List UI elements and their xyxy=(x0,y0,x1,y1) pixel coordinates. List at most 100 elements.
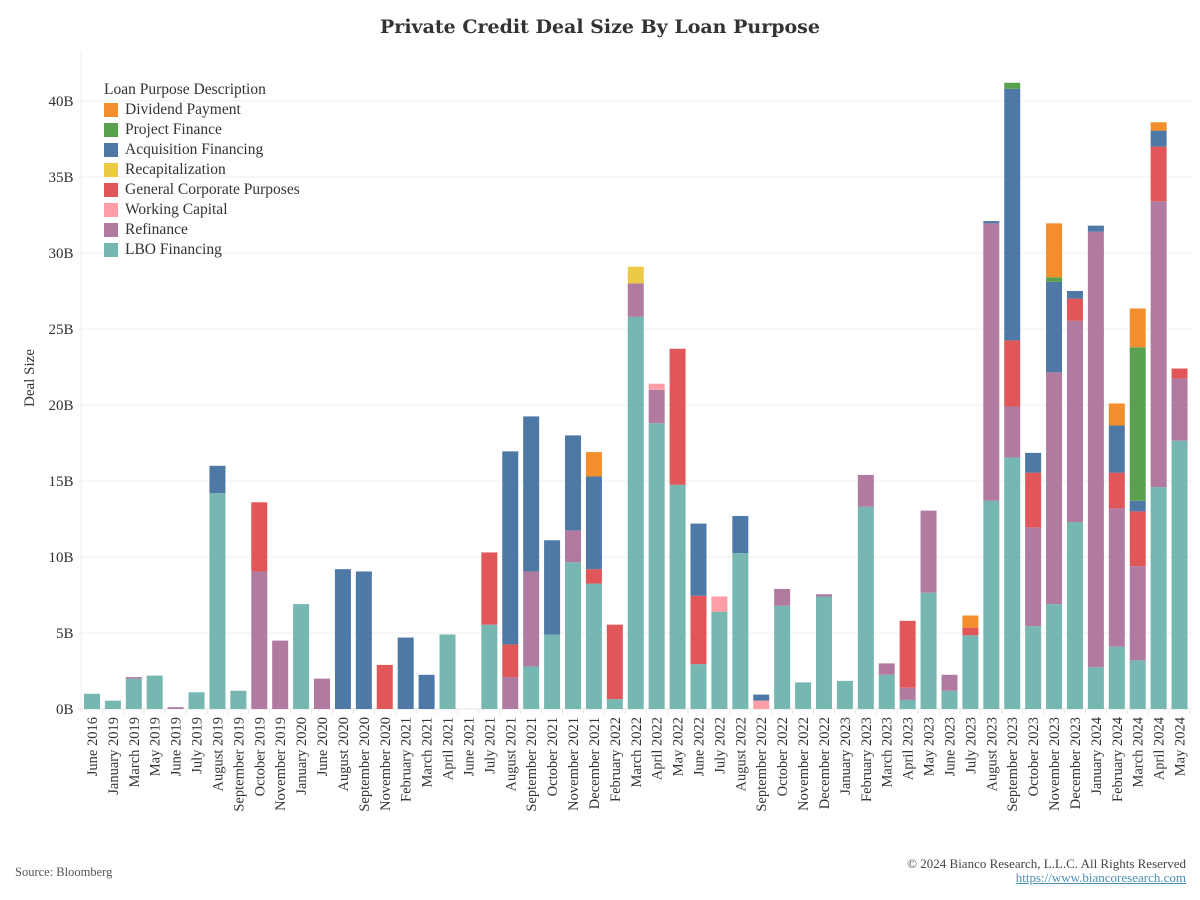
bar-segment[interactable] xyxy=(941,674,958,691)
bar-stack[interactable] xyxy=(230,690,247,709)
bar-segment[interactable] xyxy=(1046,223,1063,278)
bar-stack[interactable] xyxy=(962,615,979,709)
bar-segment[interactable] xyxy=(878,674,895,709)
bar-stack[interactable] xyxy=(146,675,163,709)
bar-segment[interactable] xyxy=(983,500,1000,709)
bar-stack[interactable] xyxy=(941,674,958,709)
bar-segment[interactable] xyxy=(627,283,644,317)
bar-segment[interactable] xyxy=(397,637,414,709)
bar-segment[interactable] xyxy=(585,452,602,477)
bar-segment[interactable] xyxy=(502,451,519,645)
bar-stack[interactable] xyxy=(690,523,707,709)
bar-stack[interactable] xyxy=(585,452,602,709)
bar-stack[interactable] xyxy=(314,678,331,709)
bar-stack[interactable] xyxy=(732,515,749,709)
bar-segment[interactable] xyxy=(502,644,519,678)
bar-stack[interactable] xyxy=(565,435,581,709)
bar-segment[interactable] xyxy=(711,611,728,709)
legend-item[interactable]: Recapitalization xyxy=(104,160,300,180)
bar-stack[interactable] xyxy=(83,693,100,709)
bar-segment[interactable] xyxy=(376,664,393,709)
bar-segment[interactable] xyxy=(857,506,874,709)
bar-segment[interactable] xyxy=(690,664,707,709)
bar-segment[interactable] xyxy=(753,694,770,701)
bar-segment[interactable] xyxy=(502,677,519,709)
bar-segment[interactable] xyxy=(1108,425,1125,473)
bar-segment[interactable] xyxy=(732,553,749,709)
bar-segment[interactable] xyxy=(1129,500,1146,512)
legend-item[interactable]: Refinance xyxy=(104,220,300,240)
bar-stack[interactable] xyxy=(251,502,268,709)
bar-stack[interactable] xyxy=(188,692,205,709)
bar-segment[interactable] xyxy=(125,678,142,709)
bar-segment[interactable] xyxy=(1129,660,1146,709)
bar-segment[interactable] xyxy=(544,634,561,709)
bar-stack[interactable] xyxy=(815,594,832,709)
bar-segment[interactable] xyxy=(1150,122,1167,131)
bar-segment[interactable] xyxy=(1108,403,1125,426)
bar-stack[interactable] xyxy=(606,624,623,709)
legend-item[interactable]: General Corporate Purposes xyxy=(104,180,300,200)
bar-segment[interactable] xyxy=(1150,146,1167,202)
bar-segment[interactable] xyxy=(481,624,498,709)
bar-segment[interactable] xyxy=(1087,667,1104,709)
bar-segment[interactable] xyxy=(1108,472,1125,509)
bar-stack[interactable] xyxy=(376,664,393,709)
bar-segment[interactable] xyxy=(1087,231,1104,668)
legend-item[interactable]: Acquisition Financing xyxy=(104,140,300,160)
bar-segment[interactable] xyxy=(815,596,832,709)
bar-segment[interactable] xyxy=(565,530,581,563)
bar-segment[interactable] xyxy=(1025,452,1042,473)
bar-stack[interactable] xyxy=(774,588,791,709)
bar-segment[interactable] xyxy=(272,640,289,709)
bar-segment[interactable] xyxy=(920,510,937,593)
bar-stack[interactable] xyxy=(1150,122,1167,709)
bar-segment[interactable] xyxy=(1150,130,1167,147)
bar-segment[interactable] xyxy=(1087,225,1104,232)
bar-segment[interactable] xyxy=(606,699,623,709)
bar-segment[interactable] xyxy=(1025,527,1042,627)
bar-segment[interactable] xyxy=(1171,378,1188,441)
bar-segment[interactable] xyxy=(669,484,686,709)
bar-stack[interactable] xyxy=(1066,291,1083,709)
bar-stack[interactable] xyxy=(836,680,853,709)
bar-segment[interactable] xyxy=(857,474,874,507)
bar-segment[interactable] xyxy=(962,627,979,636)
bar-stack[interactable] xyxy=(209,465,226,709)
bar-stack[interactable] xyxy=(502,451,519,709)
bar-segment[interactable] xyxy=(836,680,853,709)
bar-segment[interactable] xyxy=(1171,440,1188,709)
bar-segment[interactable] xyxy=(1129,308,1146,348)
bar-stack[interactable] xyxy=(920,510,937,709)
bar-stack[interactable] xyxy=(857,474,874,709)
bar-stack[interactable] xyxy=(1046,223,1063,709)
bar-stack[interactable] xyxy=(418,674,435,709)
bar-segment[interactable] xyxy=(983,223,1000,501)
bar-segment[interactable] xyxy=(1108,508,1125,647)
bar-segment[interactable] xyxy=(1066,298,1083,321)
bar-stack[interactable] xyxy=(795,682,812,709)
bar-stack[interactable] xyxy=(983,221,1000,709)
bar-stack[interactable] xyxy=(481,552,498,709)
bar-stack[interactable] xyxy=(334,569,351,709)
bar-segment[interactable] xyxy=(104,700,121,709)
bar-segment[interactable] xyxy=(1025,626,1042,709)
bar-segment[interactable] xyxy=(815,594,832,597)
bar-segment[interactable] xyxy=(627,316,644,709)
bar-segment[interactable] xyxy=(690,595,707,665)
bar-stack[interactable] xyxy=(125,677,142,709)
bar-stack[interactable] xyxy=(878,663,895,709)
bar-segment[interactable] xyxy=(418,674,435,709)
bar-segment[interactable] xyxy=(795,682,812,709)
bar-segment[interactable] xyxy=(878,663,895,675)
bar-segment[interactable] xyxy=(962,615,979,628)
bar-segment[interactable] xyxy=(1025,472,1042,528)
bar-stack[interactable] xyxy=(439,634,456,709)
bar-segment[interactable] xyxy=(753,700,770,709)
bar-segment[interactable] xyxy=(962,635,979,709)
bar-stack[interactable] xyxy=(544,540,561,709)
bar-segment[interactable] xyxy=(1046,281,1063,373)
bar-segment[interactable] xyxy=(209,465,226,494)
bar-segment[interactable] xyxy=(1004,340,1021,407)
bar-segment[interactable] xyxy=(774,588,791,606)
